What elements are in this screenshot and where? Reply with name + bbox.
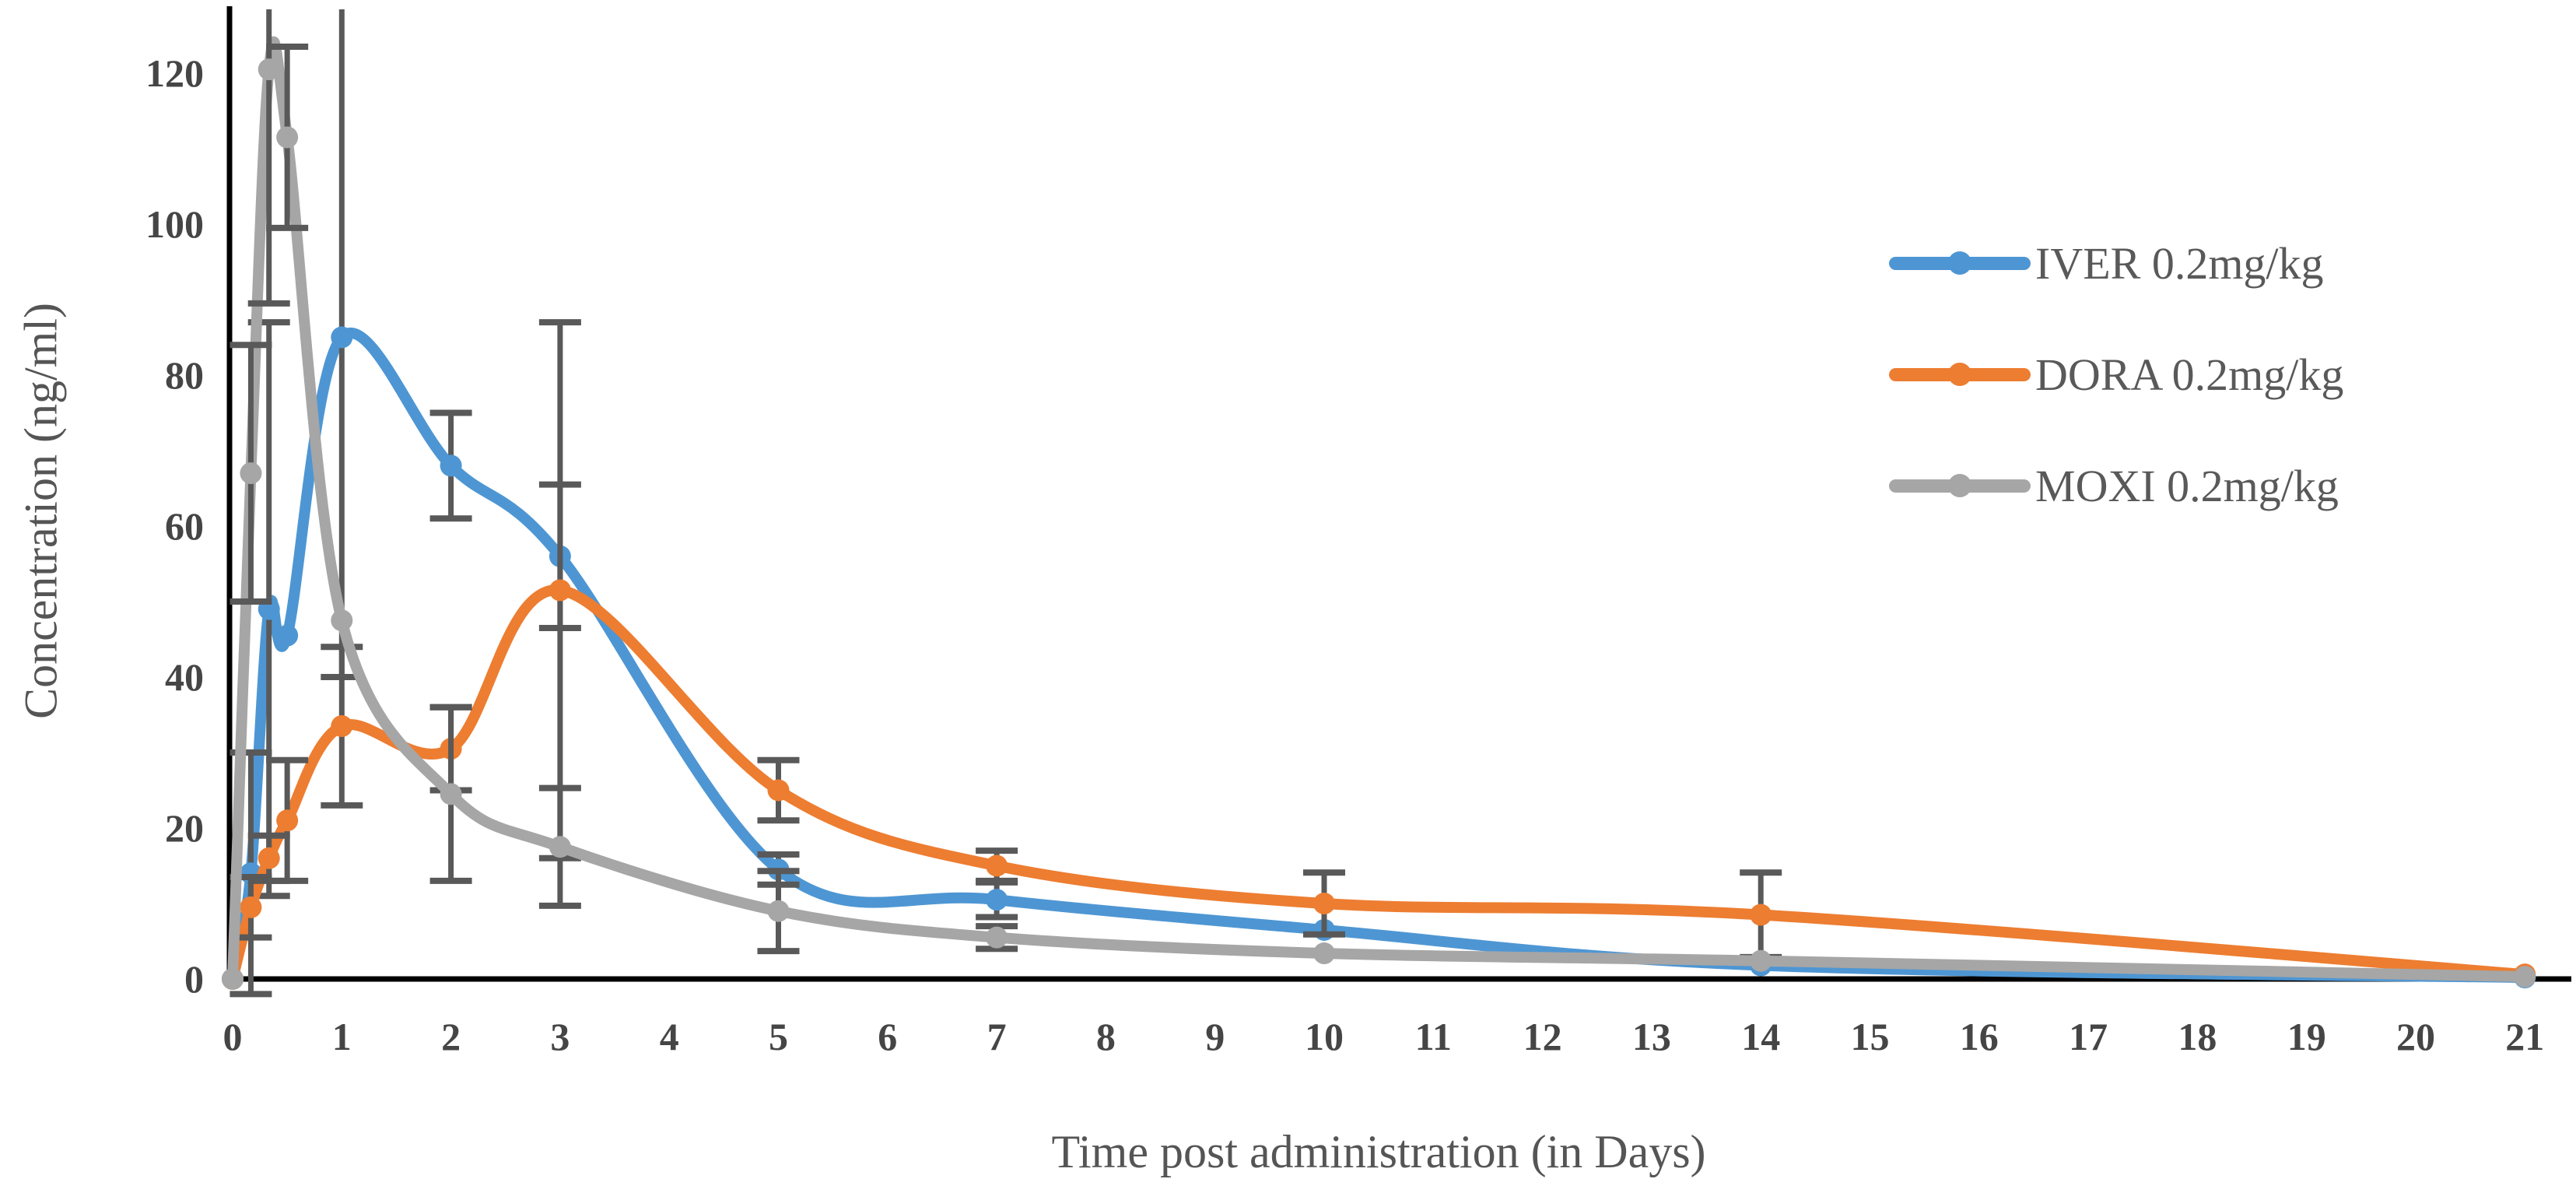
y-tick-label: 80 <box>165 353 204 397</box>
y-tick-label: 100 <box>145 202 204 246</box>
legend-label: DORA 0.2mg/kg <box>2035 349 2344 400</box>
legend-marker-icon <box>1889 251 2031 275</box>
data-point-dora <box>331 715 353 738</box>
y-tick-label: 60 <box>165 504 204 548</box>
y-tick-label: 120 <box>145 51 204 95</box>
legend-item-dora: DORA 0.2mg/kg <box>1889 337 2343 412</box>
x-tick-label: 2 <box>441 1015 461 1058</box>
legend-dot-icon <box>1948 251 1971 275</box>
legend-marker-icon <box>1889 363 2031 386</box>
data-point-moxi <box>258 58 280 81</box>
data-point-iver <box>331 326 353 349</box>
legend-item-iver: IVER 0.2mg/kg <box>1889 226 2343 300</box>
x-tick-label: 15 <box>1851 1015 1890 1058</box>
data-point-moxi <box>222 968 244 990</box>
data-point-moxi <box>1750 949 1772 972</box>
legend-label: IVER 0.2mg/kg <box>2035 237 2324 289</box>
data-point-dora <box>548 579 571 602</box>
data-point-dora <box>240 896 262 918</box>
data-point-iver <box>276 624 299 647</box>
y-tick-label: 0 <box>184 957 204 1001</box>
data-point-moxi <box>440 783 462 805</box>
y-tick-label: 20 <box>165 806 204 850</box>
x-tick-label: 11 <box>1415 1015 1452 1058</box>
x-tick-label: 21 <box>2505 1015 2544 1058</box>
x-tick-label: 1 <box>332 1015 352 1058</box>
x-tick-label: 13 <box>1632 1015 1671 1058</box>
data-point-dora <box>1313 893 1335 914</box>
x-tick-label: 17 <box>2069 1015 2108 1058</box>
y-axis-title: Concentration (ng/ml) <box>15 303 67 719</box>
series-line-moxi <box>227 36 2531 984</box>
series-line-dora <box>227 584 2531 984</box>
legend-dot-icon <box>1948 363 1971 386</box>
data-point-iver <box>440 454 462 477</box>
legend: IVER 0.2mg/kg DORA 0.2mg/kg MOXI 0.2mg/kg <box>1889 226 2343 560</box>
x-tick-label: 12 <box>1523 1015 1562 1058</box>
data-point-moxi <box>276 126 299 149</box>
x-tick-label: 18 <box>2178 1015 2217 1058</box>
legend-dot-icon <box>1948 474 1971 497</box>
x-tick-label: 10 <box>1305 1015 1344 1058</box>
legend-marker-icon <box>1889 474 2031 497</box>
x-tick-label: 20 <box>2396 1015 2435 1058</box>
data-point-moxi <box>2514 966 2536 988</box>
y-tick-label: 40 <box>165 655 204 699</box>
x-tick-label: 3 <box>550 1015 570 1058</box>
x-tick-label: 6 <box>878 1015 897 1058</box>
data-point-dora <box>258 847 280 869</box>
data-point-dora <box>767 779 790 802</box>
x-tick-label: 0 <box>223 1015 243 1058</box>
x-tick-label: 9 <box>1205 1015 1225 1058</box>
legend-label: MOXI 0.2mg/kg <box>2035 460 2339 511</box>
x-tick-label: 4 <box>660 1015 679 1058</box>
data-point-dora <box>276 809 299 832</box>
data-point-moxi <box>767 900 790 922</box>
data-point-dora <box>1750 904 1772 926</box>
data-point-iver <box>986 889 1008 911</box>
x-tick-label: 8 <box>1096 1015 1116 1058</box>
x-tick-label: 7 <box>987 1015 1007 1058</box>
x-tick-label: 16 <box>1960 1015 1999 1058</box>
x-axis-title: Time post administration (in Days) <box>1051 1126 1706 1177</box>
data-point-dora <box>986 854 1008 877</box>
data-point-moxi <box>986 926 1008 949</box>
x-tick-label: 19 <box>2287 1015 2326 1058</box>
x-tick-label: 14 <box>1741 1015 1780 1058</box>
legend-item-moxi: MOXI 0.2mg/kg <box>1889 448 2343 523</box>
x-tick-label: 5 <box>769 1015 788 1058</box>
data-point-moxi <box>240 462 262 485</box>
data-point-moxi <box>331 609 353 632</box>
data-point-moxi <box>548 836 571 858</box>
data-point-moxi <box>1313 942 1335 965</box>
